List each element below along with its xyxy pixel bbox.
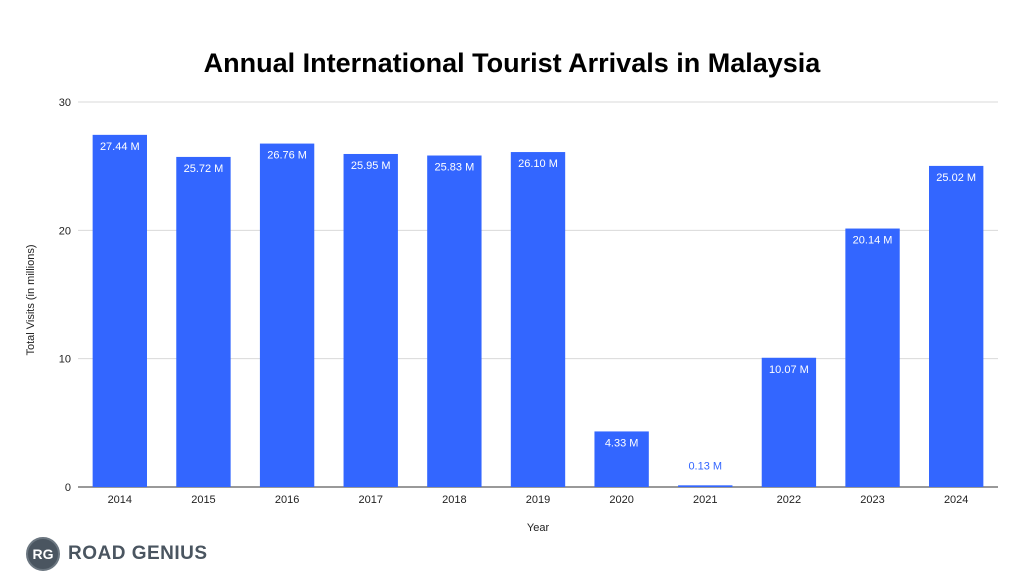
bar-data-label: 4.33 M (605, 437, 639, 449)
x-tick-label: 2024 (944, 494, 968, 506)
bar-data-label: 25.72 M (184, 163, 224, 175)
bar-data-label: 26.76 M (267, 150, 307, 162)
bar (343, 153, 398, 487)
bar-data-label: 25.95 M (351, 160, 391, 172)
bar (510, 152, 566, 488)
x-tick-label: 2018 (442, 494, 466, 506)
bar-data-label: 20.14 M (853, 235, 893, 247)
x-tick-label: 2016 (275, 494, 299, 506)
bar-data-label: 26.10 M (518, 158, 558, 170)
bar-data-label: 10.07 M (769, 364, 809, 376)
x-tick-label: 2021 (693, 494, 717, 506)
x-tick-label: 2014 (108, 494, 132, 506)
bar (427, 155, 482, 487)
y-tick-label: 0 (65, 482, 71, 494)
y-axis-ticks: 0 10 20 30 (59, 97, 71, 494)
bar (92, 134, 147, 487)
road-genius-logo-icon: RG (26, 537, 60, 571)
bar-data-label: 0.13 M (688, 460, 722, 472)
bars: 27.44 M 25.72 M 26.76 M 25.95 M 25.83 M 26.10… (92, 134, 984, 488)
x-tick-label: 2023 (860, 494, 884, 506)
bar-data-label: 25.02 M (936, 172, 976, 184)
bar (259, 143, 315, 487)
x-axis-ticks: 2014 2015 2016 2017 2018 2019 2020 2021 2022 2023… (108, 494, 969, 506)
chart-title: Annual International Tourist Arrivals in… (204, 48, 822, 78)
bar (594, 431, 649, 487)
bar-data-label: 25.83 M (434, 162, 474, 174)
x-tick-label: 2019 (526, 494, 550, 506)
y-tick-label: 10 (59, 354, 71, 366)
bar (845, 228, 900, 487)
x-axis-label: Year (527, 522, 550, 534)
x-tick-label: 2015 (191, 494, 215, 506)
bar-data-label: 27.44 M (100, 141, 140, 153)
y-axis-label: Total Visits (in millions) (25, 244, 37, 355)
bar (929, 165, 984, 487)
bar (678, 485, 733, 487)
x-tick-label: 2017 (358, 494, 382, 506)
bar (761, 357, 817, 487)
bar (176, 156, 231, 487)
y-tick-label: 30 (59, 97, 71, 109)
y-tick-label: 20 (59, 225, 71, 237)
brand-name: ROAD GENIUS (68, 543, 208, 564)
brand-logo-group: RG ROAD GENIUS (26, 537, 208, 571)
x-tick-label: 2022 (777, 494, 801, 506)
x-tick-label: 2020 (609, 494, 633, 506)
